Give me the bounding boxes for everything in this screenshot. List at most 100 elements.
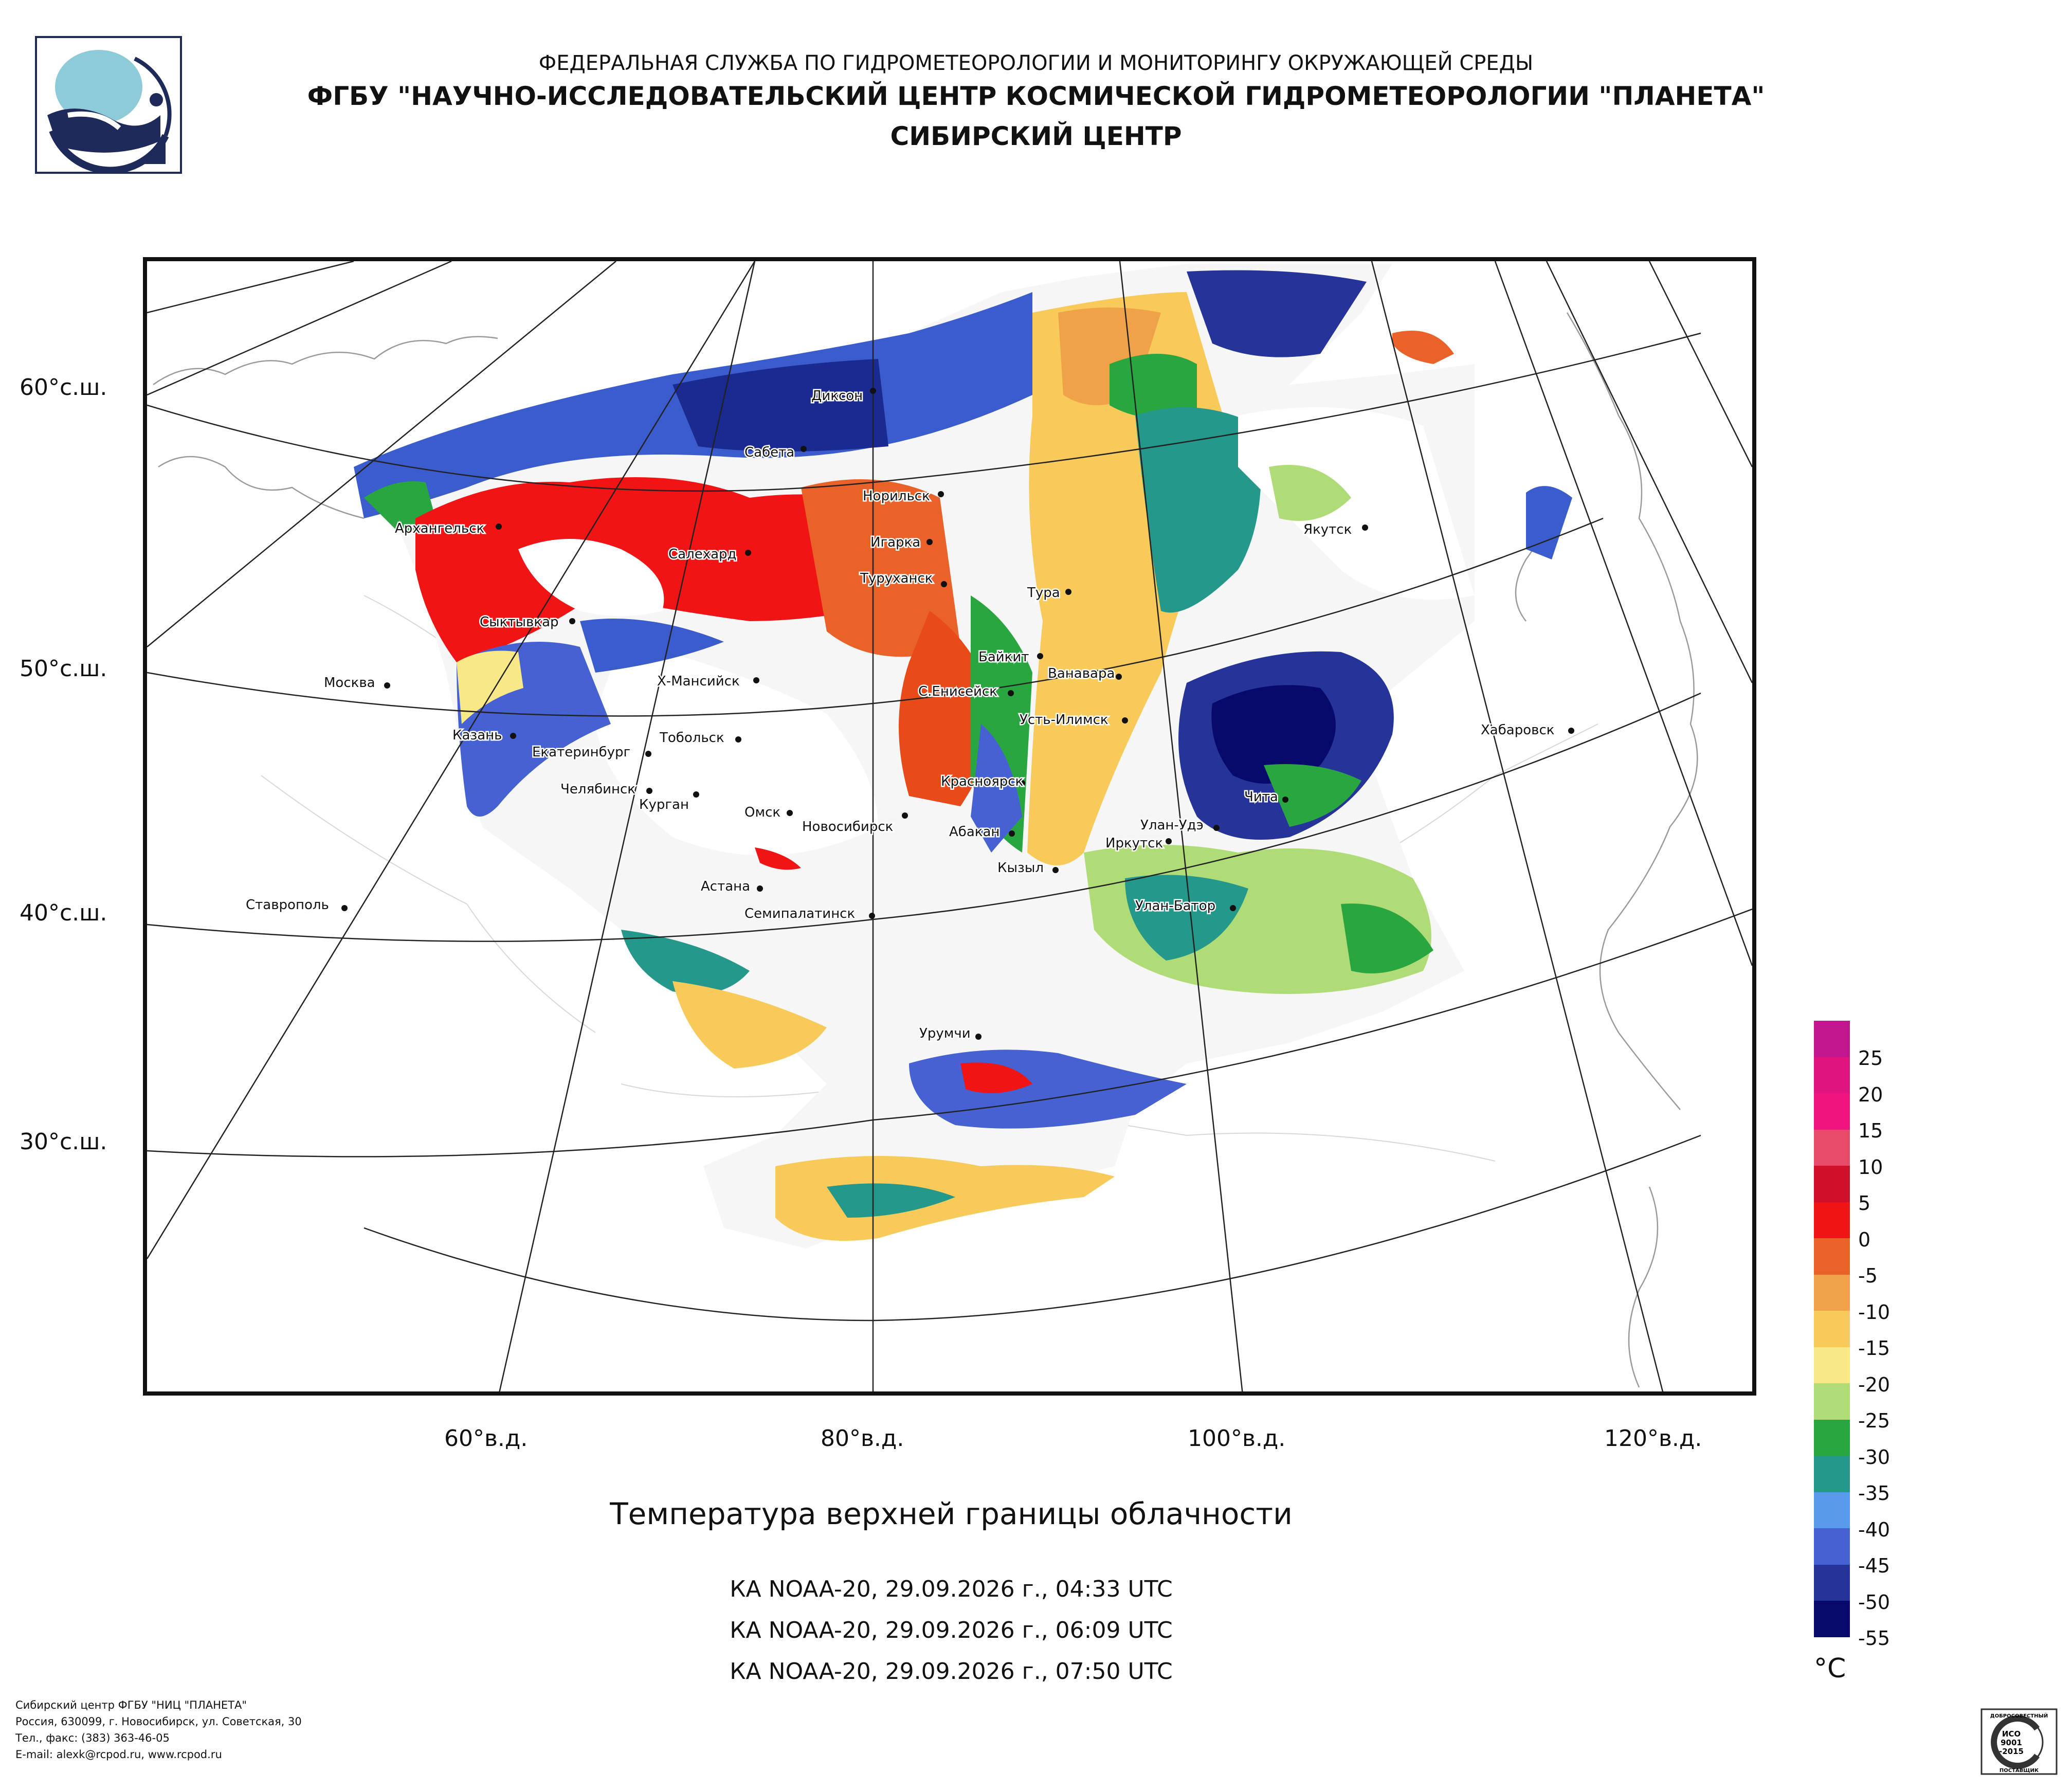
- city-label: Улан-Удэ: [1140, 818, 1204, 833]
- city-label: Тура: [1027, 585, 1060, 601]
- colorbar-cell: [1814, 1601, 1850, 1637]
- colorbar-unit: °C: [1814, 1653, 1846, 1684]
- colorbar-cell: [1814, 1528, 1850, 1565]
- city-dot: [1008, 690, 1014, 696]
- city-label: Игарка: [870, 535, 920, 550]
- city-dot: [646, 788, 652, 794]
- cloud-swath: [354, 264, 1572, 1249]
- city-label: Якутск: [1303, 522, 1352, 537]
- city-dot: [1116, 674, 1122, 680]
- temperature-colorbar: [1814, 1021, 1850, 1637]
- city-dot: [753, 677, 759, 683]
- footer-contacts: Сибирский центр ФГБУ "НИЦ "ПЛАНЕТА" Росс…: [15, 1697, 302, 1763]
- header-agency: ФЕДЕРАЛЬНАЯ СЛУЖБА ПО ГИДРОМЕТЕОРОЛОГИИ …: [538, 51, 1534, 75]
- city-dot: [1568, 728, 1574, 734]
- swath-green-mongolia: [1341, 903, 1433, 973]
- swath-blue-streak: [580, 619, 724, 673]
- swath-clear-1: [518, 539, 664, 616]
- swath-clear-3: [1238, 407, 1475, 600]
- satellite-pass-3: КА NOAA-20, 29.09.2026 г., 07:50 UTC: [730, 1658, 1173, 1685]
- footer-email: E-mail: alexk@rcpod.ru, www.rcpod.ru: [15, 1748, 222, 1761]
- colorbar-cell: [1814, 1202, 1850, 1238]
- city-label: Ставрополь: [246, 897, 329, 913]
- colorbar-cell: [1814, 1564, 1850, 1601]
- city-label: Казань: [452, 728, 502, 743]
- colorbar-tick-label: -45: [1858, 1554, 1891, 1577]
- meridian-w3: [147, 261, 616, 647]
- city-dot: [341, 905, 348, 911]
- city-dot: [1166, 838, 1172, 844]
- city-dot: [1282, 797, 1288, 803]
- colorbar-tick-label: -30: [1858, 1445, 1891, 1469]
- city-dot: [496, 523, 502, 530]
- city-dot: [926, 539, 933, 545]
- parallel-30: [363, 1134, 1701, 1322]
- footer-address: Россия, 630099, г. Новосибирск, ул. Сове…: [15, 1715, 302, 1728]
- header-institute: ФГБУ "НАУЧНО-ИССЛЕДОВАТЕЛЬСКИЙ ЦЕНТР КОС…: [307, 81, 1765, 111]
- colorbar-tick-label: -15: [1858, 1337, 1891, 1360]
- colorbar-tick-label: 5: [1858, 1192, 1871, 1215]
- city-label: Семипалатинск: [744, 906, 855, 921]
- city-label: Омск: [744, 805, 780, 820]
- city-label: Абакан: [949, 824, 999, 840]
- lat-label-30: 30°с.ш.: [20, 1129, 107, 1155]
- swath-blue-central: [971, 724, 1022, 853]
- city-dot: [1065, 589, 1071, 595]
- city-dot: [569, 618, 575, 624]
- city-label: Сыктывкар: [480, 614, 559, 630]
- swath-red-west: [415, 477, 930, 662]
- cloud-top-temperature-map: Диксон Сабета Норильск Игарка Туруханск Архан…: [143, 257, 1756, 1396]
- iso-text-2: 9001: [2001, 1738, 2022, 1747]
- meridian-w2: [147, 261, 452, 396]
- colorbar-cell: [1814, 1492, 1850, 1528]
- city-markers: Диксон Сабета Норильск Игарка Туруханск Архан…: [245, 387, 1574, 1043]
- city-dot: [510, 733, 516, 739]
- colorbar-tick-label: -35: [1858, 1482, 1891, 1505]
- colorbar-cell: [1814, 1274, 1850, 1311]
- lat-label-60: 60°с.ш.: [20, 374, 107, 401]
- city-dot: [1037, 653, 1043, 659]
- meridian-50: [147, 261, 756, 1259]
- city-dot: [757, 885, 763, 892]
- iso-certification-badge: ДОБРОСОВЕСТНЫЙ ИСО 9001 -2015 ПОСТАВЩИК: [1980, 1708, 2058, 1775]
- colorbar-cell: [1814, 1129, 1850, 1166]
- city-dot: [938, 491, 944, 497]
- lon-label-120: 120°в.д.: [1604, 1425, 1702, 1452]
- city-dot: [902, 812, 908, 819]
- colorbar-cell: [1814, 1166, 1850, 1202]
- meridian-w1: [147, 261, 354, 314]
- swath-kz-red: [755, 847, 801, 870]
- city-label: Норильск: [863, 489, 930, 504]
- colorbar-tick-label: 10: [1858, 1155, 1883, 1179]
- parallel-70: [147, 332, 1701, 492]
- meridian-e1: [1494, 261, 1752, 966]
- colorbar-cell: [1814, 1311, 1850, 1347]
- meridian-e2: [1546, 261, 1752, 683]
- city-label: Салехард: [668, 547, 737, 562]
- iso-top-text: ДОБРОСОВЕСТНЫЙ: [1990, 1712, 2048, 1719]
- colorbar-tick-label: 0: [1858, 1228, 1871, 1251]
- graticule: [147, 261, 1752, 1391]
- city-label: Х-Мансийск: [657, 674, 740, 689]
- swath-darkblue-north: [1187, 270, 1367, 357]
- colorbar-tick-label: -25: [1858, 1409, 1891, 1432]
- swath-south-teal: [827, 1183, 955, 1218]
- lon-label-60: 60°в.д.: [444, 1425, 528, 1452]
- colorbar-tick-label: -50: [1858, 1590, 1891, 1614]
- swath-kz-yellow: [673, 981, 827, 1069]
- meridian-100: [1119, 261, 1243, 1391]
- colorbar-cell: [1814, 1456, 1850, 1492]
- colorbar-cell: [1814, 1347, 1850, 1383]
- city-label: Екатеринбург: [532, 745, 630, 760]
- map-title: Температура верхней границы облачности: [610, 1496, 1293, 1531]
- city-dot: [693, 791, 699, 798]
- meridian-120: [1371, 261, 1664, 1391]
- city-label: С.Енисейск: [918, 684, 997, 699]
- parallel-50: [147, 692, 1701, 942]
- city-label: Туруханск: [860, 571, 933, 586]
- meridian-e3: [1648, 261, 1752, 467]
- city-label: Кызыл: [997, 860, 1044, 876]
- city-dot: [645, 751, 651, 757]
- city-label: Диксон: [811, 388, 863, 404]
- city-label: Чита: [1244, 789, 1278, 805]
